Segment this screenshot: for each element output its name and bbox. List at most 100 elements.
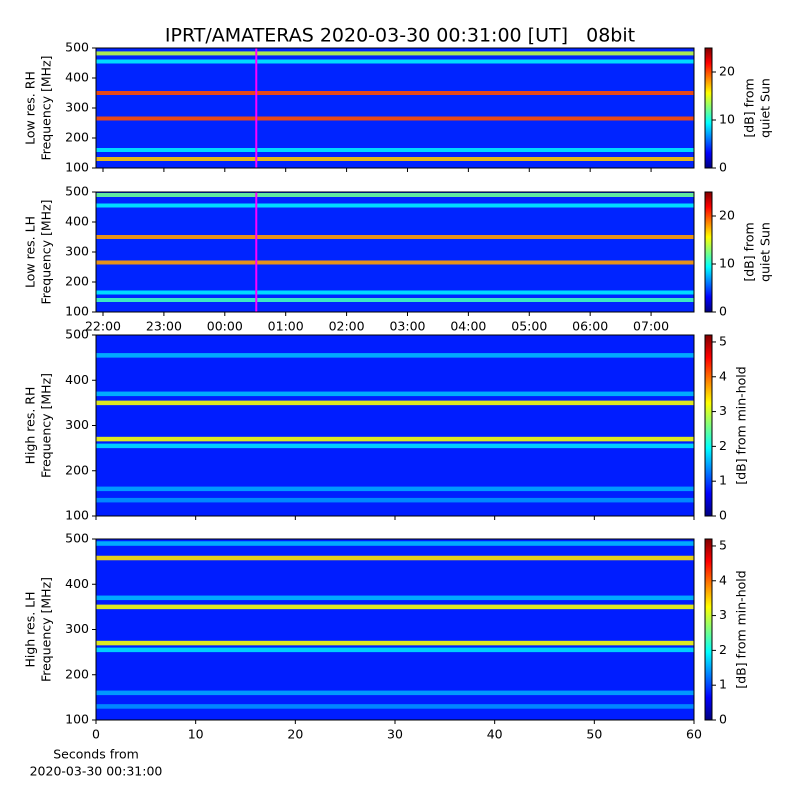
- chart-title: IPRT/AMATERAS 2020-03-30 00:31:00 [UT] 0…: [165, 25, 635, 47]
- x-tick-label: 23:00: [146, 319, 182, 334]
- y-axis-label: Frequency [MHz]: [39, 577, 54, 682]
- colorbar-tick-label: 20: [719, 208, 735, 223]
- y-tick-label: 300: [65, 417, 89, 432]
- y-tick-label: 200: [65, 666, 89, 681]
- colorbar-tick-label: 1: [719, 473, 727, 488]
- colorbar-tick-label: 0: [719, 508, 727, 523]
- y-axis-label: Frequency [MHz]: [39, 373, 54, 478]
- colorbar-label: quiet Sun: [758, 222, 773, 282]
- y-tick-label: 100: [65, 508, 89, 523]
- x-axis-label: 2020-03-30 00:31:00: [30, 764, 163, 779]
- emission-band: [96, 157, 694, 161]
- colorbar-tick-label: 20: [719, 64, 735, 79]
- emission-band: [96, 193, 694, 197]
- emission-band: [96, 203, 694, 208]
- spectrogram-background: [96, 539, 694, 720]
- colorbar-tick-label: 1: [719, 677, 727, 692]
- emission-band: [96, 391, 694, 397]
- emission-band: [96, 604, 694, 610]
- colorbar-tick-label: 5: [719, 333, 727, 348]
- emission-band: [96, 353, 694, 358]
- colorbar-tick-label: 0: [719, 712, 727, 727]
- emission-band: [96, 59, 694, 64]
- x-tick-label: 20: [287, 727, 303, 742]
- colorbar-tick-label: 0: [719, 304, 727, 319]
- colorbar-tick-label: 0: [719, 160, 727, 175]
- colorbar-tick-label: 3: [719, 607, 727, 622]
- y-tick-label: 400: [65, 372, 89, 387]
- colorbar-tick-label: 10: [719, 112, 735, 127]
- colorbar-tick-label: 3: [719, 403, 727, 418]
- colorbar-tick-label: 4: [719, 572, 727, 587]
- y-tick-label: 500: [65, 184, 89, 199]
- colorbar: [704, 47, 713, 169]
- x-tick-label: 02:00: [329, 319, 365, 334]
- x-tick-label: 05:00: [511, 319, 547, 334]
- y-tick-label: 300: [65, 244, 89, 259]
- x-axis-label: Seconds from: [53, 747, 139, 762]
- emission-band: [96, 400, 694, 406]
- emission-band: [96, 640, 694, 646]
- y-tick-label: 100: [65, 160, 89, 175]
- y-tick-label: 500: [65, 531, 89, 546]
- colorbar-label: [dB] from min-hold: [734, 570, 749, 688]
- x-tick-label: 04:00: [450, 319, 486, 334]
- emission-band: [96, 290, 694, 295]
- colorbar: [704, 191, 713, 313]
- colorbar-tick-label: 10: [719, 256, 735, 271]
- colorbar-tick-label: 2: [719, 438, 727, 453]
- y-axis-label: Frequency [MHz]: [39, 55, 54, 160]
- y-tick-label: 300: [65, 621, 89, 636]
- emission-band: [96, 116, 694, 121]
- y-axis-label: Low res. RH: [23, 71, 38, 145]
- colorbar-tick-label: 2: [719, 642, 727, 657]
- x-tick-label: 06:00: [572, 319, 608, 334]
- y-axis-label: Low res. LH: [23, 216, 38, 288]
- y-tick-label: 400: [65, 70, 89, 85]
- colorbar-tick-label: 5: [719, 537, 727, 552]
- emission-band: [96, 704, 694, 709]
- x-tick-label: 0: [92, 727, 100, 742]
- y-tick-label: 300: [65, 100, 89, 115]
- x-tick-label: 10: [188, 727, 204, 742]
- colorbar-label: quiet Sun: [758, 78, 773, 138]
- colorbar-label: [dB] from min-hold: [734, 366, 749, 484]
- emission-band: [96, 647, 694, 653]
- y-tick-label: 100: [65, 712, 89, 727]
- x-tick-label: 00:00: [207, 319, 243, 334]
- emission-band: [96, 497, 694, 503]
- y-tick-label: 200: [65, 130, 89, 145]
- y-tick-label: 200: [65, 274, 89, 289]
- emission-band: [96, 443, 694, 449]
- x-tick-label: 22:00: [85, 319, 121, 334]
- emission-band: [96, 555, 694, 561]
- emission-band: [96, 51, 694, 56]
- colorbar: [704, 538, 713, 721]
- emission-band: [96, 260, 694, 265]
- x-tick-label: 60: [686, 727, 702, 742]
- emission-band: [96, 541, 694, 546]
- colorbar-tick-label: 4: [719, 368, 727, 383]
- emission-band: [96, 235, 694, 239]
- emission-band: [96, 690, 694, 696]
- y-axis-label: High res. RH: [23, 387, 38, 465]
- emission-band: [96, 436, 694, 442]
- x-tick-label: 50: [586, 727, 602, 742]
- colorbar: [704, 334, 713, 517]
- y-axis-label: High res. LH: [23, 591, 38, 667]
- y-tick-label: 400: [65, 214, 89, 229]
- x-tick-label: 07:00: [633, 319, 669, 334]
- colorbar-label: [dB] from: [742, 222, 757, 281]
- colorbar-label: [dB] from: [742, 78, 757, 137]
- x-tick-label: 03:00: [389, 319, 425, 334]
- y-tick-label: 100: [65, 304, 89, 319]
- emission-band: [96, 486, 694, 492]
- emission-band: [96, 148, 694, 152]
- emission-band: [96, 298, 694, 302]
- y-tick-label: 500: [65, 327, 89, 342]
- emission-band: [96, 91, 694, 95]
- emission-band: [96, 595, 694, 601]
- y-axis-label: Frequency [MHz]: [39, 199, 54, 304]
